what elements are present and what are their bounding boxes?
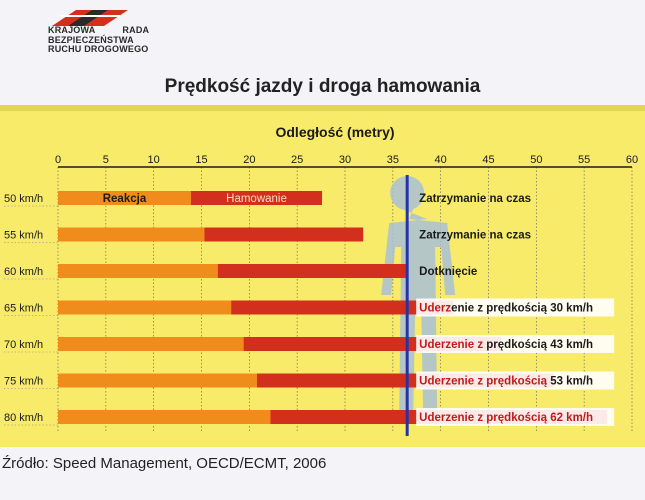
annotation-highlight: Uderzenie z: [419, 339, 486, 351]
chart-title: Odległość (metry): [275, 124, 394, 140]
x-tick-label: 20: [243, 154, 255, 166]
bar-reaction: [58, 227, 205, 242]
annotation-backdrop: [416, 298, 615, 317]
bar-braking: [217, 264, 408, 278]
bar-reaction: [58, 410, 271, 424]
logo-mark-icon: [52, 10, 128, 26]
category-label: 70 km/h: [4, 339, 43, 351]
annotation-text: Zatrzymanie na czas: [419, 230, 531, 242]
bar-reaction: [58, 300, 232, 315]
annotation-text: 53 km/h: [547, 376, 593, 388]
bar-reaction: [58, 191, 191, 205]
chart-top-band: [0, 105, 645, 111]
x-tick-label: 50: [530, 154, 542, 166]
bar-braking: [204, 227, 364, 242]
annotation-text: prędkością 43 km/h: [486, 339, 593, 351]
slide-title: Prędkość jazdy i droga hamowania: [164, 76, 481, 97]
logo-line3: RUCHU DROGOWEGO: [48, 44, 149, 54]
annotation-highlight: Uderzenie z prędkością: [419, 376, 547, 388]
x-tick-label: 35: [387, 154, 399, 166]
category-label: 75 km/h: [4, 376, 43, 388]
x-tick-label: 25: [291, 154, 303, 166]
source-note: Źródło: Speed Management, OECD/ECMT, 200…: [2, 455, 327, 472]
annotation-text: Dotknięcie: [419, 266, 477, 278]
category-label: 55 km/h: [4, 230, 43, 242]
category-label: 80 km/h: [4, 412, 43, 424]
stopping-distance-chart: Odległość (metry) 0 5 10 15 20 25 30 35 40 45 50 55 6…: [0, 105, 645, 447]
bar-reaction: [58, 264, 218, 278]
annotation-text: Zatrzymanie na czas: [419, 193, 531, 205]
chart-panel: Odległość (metry) 0 5 10 15 20 25 30 35 40 45 50 55 6…: [0, 105, 645, 447]
x-tick-label: 5: [103, 154, 109, 166]
annotation-label: Uderzenie z prędkością 30 km/h: [419, 303, 593, 315]
bar-reaction: [58, 337, 244, 351]
category-label: 60 km/h: [4, 266, 43, 278]
pedestrian-silhouette: [381, 176, 456, 417]
annotation-label: Uderzenie z prędkością 62 km/h: [419, 412, 593, 424]
x-tick-label: 15: [195, 154, 207, 166]
series-label-reaction: Reakcja: [103, 193, 147, 205]
annotation-label: Zatrzymanie na czas: [419, 193, 531, 205]
logo: KRAJOWA RADA BEZPIECZEŃSTWA RUCHU DROGOW…: [36, 4, 156, 54]
logo-line2: BEZPIECZEŃSTWA: [48, 34, 134, 45]
annotation-label: Uderzenie z prędkością 53 km/h: [419, 376, 593, 388]
annotation-label: Zatrzymanie na czas: [419, 230, 531, 242]
x-tick-label: 55: [578, 154, 590, 166]
x-tick-label: 30: [339, 154, 351, 166]
bar-braking: [190, 191, 323, 205]
logo-line1b: RADA: [122, 25, 150, 35]
x-tick-label: 10: [148, 154, 160, 166]
logo-line1: KRAJOWA: [48, 25, 96, 35]
annotation-label: Dotknięcie: [419, 266, 477, 278]
annotation-highlight: Uderzenie z prędkością 62 km/h: [419, 412, 593, 424]
annotation-backdrop: [416, 408, 615, 426]
x-tick-label: 60: [626, 154, 638, 166]
annotation-backdrop: [416, 335, 615, 353]
bar-reaction: [58, 373, 257, 388]
annotation-text: enie z prędkością 30 km/h: [451, 303, 593, 315]
annotation-highlight: Uderz: [419, 303, 451, 315]
series-label-braking: Hamowanie: [226, 193, 287, 205]
bar-braking: [231, 300, 454, 315]
annotation-backdrop: [416, 371, 615, 390]
x-tick-label: 45: [482, 154, 494, 166]
x-tick-label: 0: [55, 154, 61, 166]
x-tick-label: 40: [435, 154, 447, 166]
category-label: 65 km/h: [4, 303, 43, 315]
annotation-label: Uderzenie z prędkością 43 km/h: [419, 339, 593, 351]
category-label: 50 km/h: [4, 193, 43, 205]
